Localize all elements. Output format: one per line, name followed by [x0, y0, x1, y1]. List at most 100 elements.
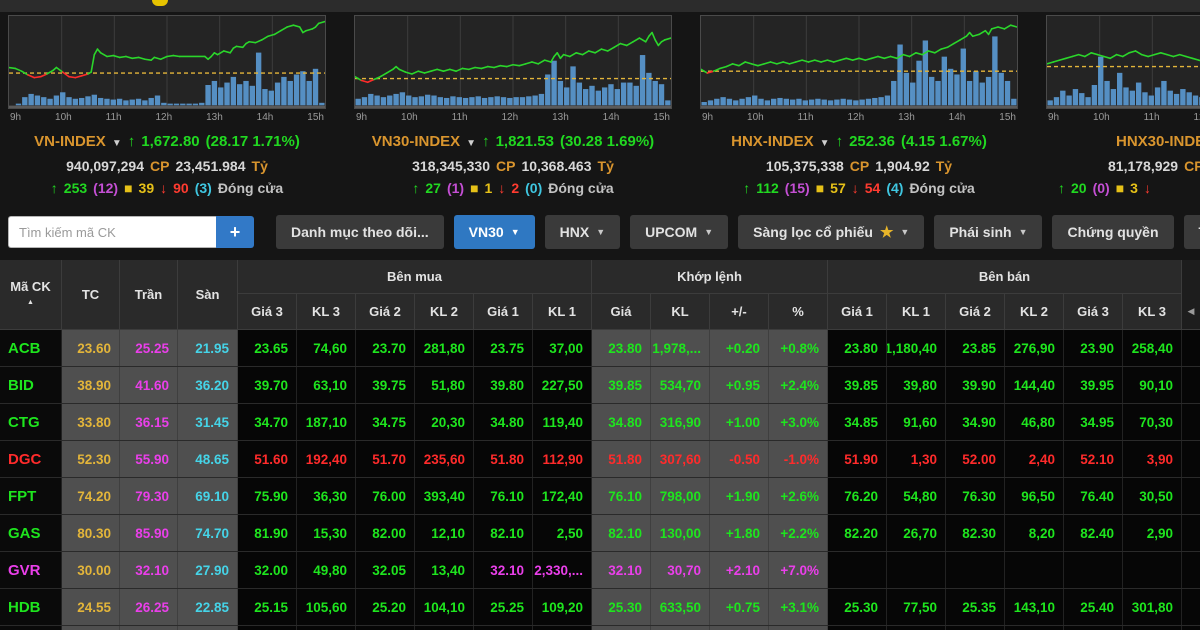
- symbol-cell[interactable]: DGC: [0, 441, 62, 477]
- sell-cell: 25.30: [828, 589, 887, 625]
- match-cell: +2.4%: [769, 367, 828, 403]
- buy-cell: 25.15: [238, 589, 297, 625]
- column-header-buy-2: KL 3: [297, 294, 356, 330]
- advancers-count: 112: [756, 180, 779, 196]
- buy-cell: 34.80: [474, 404, 533, 440]
- price-volume-chart: [354, 15, 672, 109]
- x-axis-tick: 12h: [155, 112, 173, 123]
- up-arrow-icon: ↑: [835, 133, 844, 150]
- toolbar-button-s-ng-l-c-c-phi-u[interactable]: Sàng lọc cổ phiếu ★ ▼: [738, 215, 925, 249]
- toolbar-button-tra[interactable]: Tra: [1183, 215, 1200, 249]
- scroll-left-icon[interactable]: ◀: [1182, 260, 1200, 330]
- advancers-count: 20: [1071, 180, 1087, 196]
- volume-shares: 81,178,929: [1108, 158, 1179, 174]
- add-symbol-button[interactable]: +: [216, 216, 254, 248]
- symbol-cell[interactable]: FPT: [0, 478, 62, 514]
- index-title-row: HNX-INDEX ▼ ↑ 252.36 (4.15 1.67%): [700, 131, 1018, 155]
- sell-cell: 70,30: [1123, 404, 1182, 440]
- buy-cell: 112,90: [533, 441, 592, 477]
- buy-cell: 75.90: [238, 478, 297, 514]
- buy-cell: 82.00: [356, 515, 415, 551]
- sell-cell: 34.85: [828, 404, 887, 440]
- ceiling-cell: 55.90: [120, 441, 178, 477]
- buy-cell: 37,00: [533, 330, 592, 366]
- symbol-cell[interactable]: GVR: [0, 552, 62, 588]
- chevron-down-icon[interactable]: ▼: [466, 138, 477, 149]
- index-change: (28.17 1.71%): [205, 133, 300, 150]
- index-value: 252.36: [849, 133, 895, 150]
- match-cell: 32.10: [592, 552, 651, 588]
- match-cell: +3.1%: [769, 589, 828, 625]
- up-arrow-icon: ↑: [482, 133, 490, 150]
- toolbar-button-ch-ng-quy-n[interactable]: Chứng quyền: [1052, 215, 1174, 249]
- column-header-match-1: Giá: [592, 294, 651, 330]
- toolbar-button-ph-i-sinh[interactable]: Phái sinh ▼: [934, 215, 1043, 249]
- x-axis-tick: 11h: [797, 112, 814, 123]
- index-volume-row: 318,345,330 CP 10,368.463 Tỷ: [354, 155, 672, 177]
- decliners-count: 54: [864, 180, 881, 196]
- x-axis-tick: 14h: [602, 112, 620, 123]
- buy-cell: 63,10: [297, 367, 356, 403]
- sell-cell: 52.10: [1064, 441, 1123, 477]
- symbol-cell[interactable]: BID: [0, 367, 62, 403]
- x-axis-tick: 13h: [898, 112, 915, 123]
- ceiling-count: (1): [446, 180, 465, 196]
- tc-cell: 25.90: [62, 626, 120, 630]
- match-cell: 51.80: [592, 441, 651, 477]
- symbol-cell[interactable]: GAS: [0, 515, 62, 551]
- sell-cell: [887, 552, 946, 588]
- match-cell: +7.0%: [769, 552, 828, 588]
- index-summary-vn-index: VN-INDEX ▼ ↑ 1,672.80 (28.17 1.71%) 940,097,2…: [8, 131, 326, 203]
- buy-cell: 227,50: [533, 367, 592, 403]
- floor-count: (4): [886, 180, 904, 196]
- x-axis-tick: 9h: [356, 112, 368, 123]
- toolbar-button-vn30[interactable]: VN30 ▼: [453, 215, 535, 249]
- chevron-down-icon[interactable]: ▼: [819, 138, 830, 149]
- match-cell: +1.00: [710, 404, 769, 440]
- index-name: VN-INDEX: [34, 133, 106, 150]
- symbol-cell[interactable]: HDB: [0, 589, 62, 625]
- symbol-cell[interactable]: ACB: [0, 330, 62, 366]
- sell-cell: [946, 552, 1005, 588]
- floor-cell: 27.90: [178, 552, 238, 588]
- flat-count: 39: [138, 180, 155, 196]
- charts-row: 9h 10h 11h 12h 13h 14h 15h 9h 10h 11h 12h 13h 14h 15h…: [0, 12, 1200, 129]
- column-header-sell-4: KL 2: [1005, 294, 1064, 330]
- decliners-arrow-icon: ↓: [160, 180, 168, 196]
- index-name: HNX30-INDEX: [1116, 133, 1200, 150]
- toolbar-button-upcom[interactable]: UPCOM ▼: [630, 215, 729, 249]
- button-label: Chứng quyền: [1067, 224, 1159, 240]
- buy-cell: 51.80: [474, 441, 533, 477]
- ceiling-cell: 32.10: [120, 552, 178, 588]
- symbol-cell[interactable]: HPG: [0, 626, 62, 630]
- sell-cell: 76.40: [1064, 478, 1123, 514]
- toolbar-button-hnx[interactable]: HNX ▼: [544, 215, 621, 249]
- buy-cell: 26.45: [356, 626, 415, 630]
- session-status: Đóng cửa: [548, 180, 614, 196]
- sell-cell: [1064, 552, 1123, 588]
- match-cell: +0.20: [710, 330, 769, 366]
- chevron-down-icon[interactable]: ▼: [111, 138, 122, 149]
- decliners-arrow-icon: ↓: [1143, 180, 1151, 196]
- buy-cell: 104,10: [415, 589, 474, 625]
- toolbar-button-danh-m-c-theo-d-i-[interactable]: Danh mục theo dõi...: [276, 215, 444, 249]
- buy-cell: 109,20: [533, 589, 592, 625]
- buy-cell: 26.40: [238, 626, 297, 630]
- search-input[interactable]: [8, 216, 216, 248]
- symbol-cell[interactable]: CTG: [0, 404, 62, 440]
- match-cell: 30,70: [651, 552, 710, 588]
- row-right-gutter: [1182, 478, 1200, 514]
- x-axis-labels: 9h 10h 11h 12h 13h 14h 15h: [354, 109, 672, 123]
- column-header-symbol[interactable]: Mã CK ▲: [0, 260, 62, 330]
- table-row-dgc: DGC 52.30 55.90 48.65 51.60 192,40 51.70 235,60…: [0, 441, 1200, 478]
- buy-cell: 25.25: [474, 589, 533, 625]
- tc-cell: 24.55: [62, 589, 120, 625]
- row-right-gutter: [1182, 404, 1200, 440]
- match-cell: 130,00: [651, 515, 710, 551]
- floor-count: (3): [194, 180, 212, 196]
- x-axis-tick: 15h: [999, 112, 1016, 123]
- match-cell: 798,00: [651, 478, 710, 514]
- flat-square-icon: ■: [1115, 180, 1125, 196]
- chevron-down-icon: ▼: [596, 227, 606, 237]
- buy-cell: 119,40: [533, 404, 592, 440]
